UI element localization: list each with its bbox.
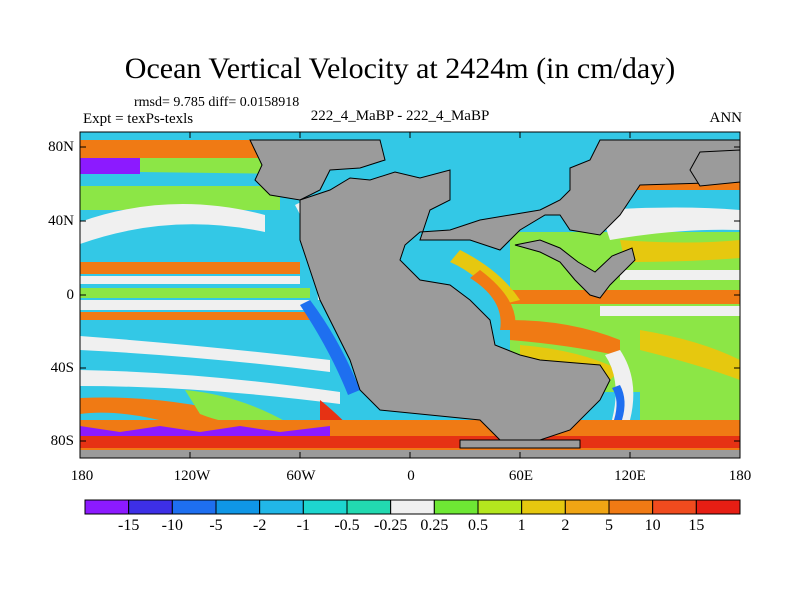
lat-label-0: 0 [66,287,75,303]
colorbar-swatch-2 [128,499,173,515]
colorbar-label: 10 [644,517,661,534]
east-white-eq [620,270,740,280]
colorbar-label: -0.25 [373,517,408,534]
band-red-antarctic [80,436,740,448]
run-comparison-label: 222_4_MaBP - 222_4_MaBP [310,108,490,124]
east-yellow-south-2 [640,330,740,380]
colorbar-swatch-9 [433,499,479,515]
colorbar-label: 2 [561,517,570,534]
ocean-field [80,132,740,458]
colorbar [84,499,741,515]
lon-label-120w: 120W [173,468,211,484]
band-purple-antarctic [80,426,330,436]
blob-purple-arctic [80,158,140,174]
colorbar-swatch-1 [84,499,130,515]
colorbar-label: -5 [209,517,223,534]
colorbar-swatch-15 [695,499,741,515]
colorbar-label: 0.25 [420,517,449,534]
colorbar-swatch-11 [521,499,566,515]
land-mass-2 [299,139,740,441]
colorbar-label: -1 [296,517,310,534]
colorbar-swatch-12 [564,499,610,515]
colorbar-swatch-14 [652,499,697,515]
east-white-eq-2 [600,306,740,316]
band-orange-eq-north [80,262,300,274]
east-yellow-north [620,240,740,262]
colorbar-label: -2 [252,517,267,534]
land-mass-1 [249,139,386,201]
antarctic-land [459,439,581,449]
east-orange-south [510,320,620,356]
band-orange-eq-south [80,312,310,320]
colorbar-swatch-7 [346,499,392,515]
east-white-coast [605,350,634,420]
colorbar-label: 1 [517,517,526,534]
lon-label-180e: 180 [728,468,752,484]
band-white-north [80,204,265,244]
colorbar-swatch-5 [259,499,304,515]
land-mass-3 [514,239,636,299]
colorbar-label: 15 [688,517,705,534]
lon-label-120e: 120E [614,468,646,484]
colorbar-swatch-8 [390,499,435,515]
lat-label-80s: 80S [50,433,74,449]
lat-label-40s: 40S [50,360,74,376]
colorbar-swatch-13 [608,499,654,515]
colorbar-label: -0.5 [334,517,360,534]
band-green-southern [185,390,290,426]
coast-blue-west [300,300,360,395]
lon-label-60w: 60W [286,468,316,484]
lat-label-80n: 80N [48,139,74,155]
colorbar-swatch-10 [477,499,523,515]
colorbar-label: 0.5 [468,517,488,534]
experiment-label: Expt = texPs-texls [83,111,194,127]
colorbar-swatch-6 [302,499,348,515]
lat-label-40n: 40N [48,213,74,229]
band-white-eq-south [80,300,310,310]
lon-label-0: 0 [407,468,415,484]
map-title: Ocean Vertical Velocity at 2424m (in cm/… [124,52,676,85]
band-green-eq [80,288,310,298]
season-label: ANN [709,110,743,126]
lon-label-180w: 180 [70,468,94,484]
colorbar-swatch-3 [171,499,217,515]
east-green-south [640,380,740,420]
band-white-eq-north [80,276,300,284]
colorbar-label: -10 [161,517,183,534]
colorbar-swatch-4 [215,499,261,515]
map-panel [79,131,741,459]
east-orange-eq [510,290,740,304]
rmsd-diff-stats: rmsd= 9.785 diff= 0.0158918 [134,95,300,110]
band-white-south [80,336,330,372]
east-white-north [600,207,740,240]
lon-label-60e: 60E [508,468,534,484]
east-orange-west [470,270,516,330]
east-blue-coast [612,385,625,420]
colorbar-label: 5 [605,517,613,534]
map-frame [79,131,741,459]
land-mass-4 [689,149,740,187]
colorbar-label: -15 [117,517,140,534]
band-white-south-2 [80,370,340,404]
